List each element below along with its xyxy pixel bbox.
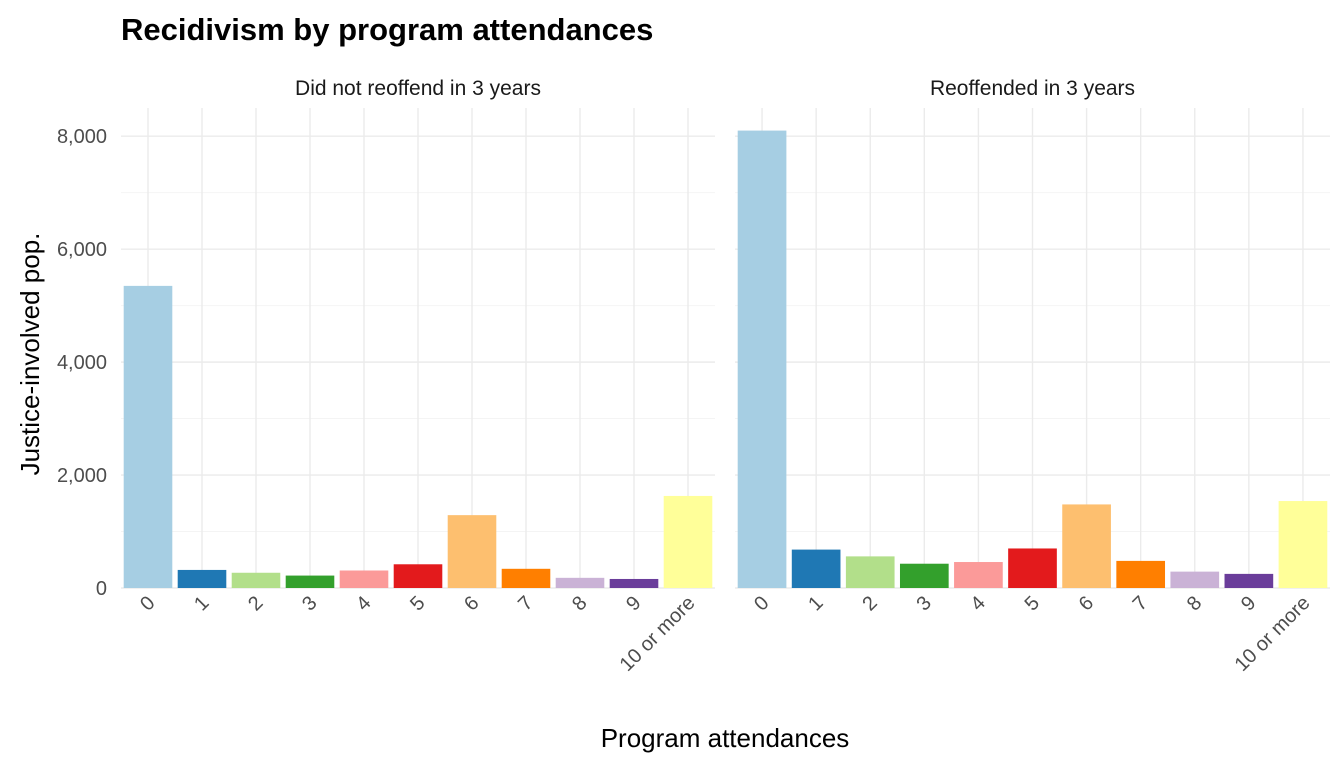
x-tick-label: 9	[622, 592, 645, 615]
x-tick-label: 3	[912, 592, 935, 615]
x-tick-label: 6	[1075, 592, 1098, 615]
bar-1-6	[447, 515, 497, 588]
y-tick-label: 2,000	[57, 465, 107, 487]
x-tick-label: 5	[1021, 592, 1044, 615]
x-tick-label: 8	[1183, 592, 1206, 615]
x-tick-label: 5	[406, 592, 429, 615]
bar-2-5	[1008, 548, 1057, 588]
x-tick-label: 4	[352, 592, 375, 615]
bar-2-8	[1170, 571, 1220, 588]
y-tick-label: 4,000	[57, 352, 107, 374]
bar-2-9	[1224, 573, 1274, 588]
x-tick-label: 2	[244, 592, 267, 615]
chart-title: Recidivism by program attendances	[121, 12, 653, 47]
bar-2-4	[954, 562, 1003, 588]
bar-1-7	[501, 568, 551, 588]
x-tick-label: 6	[460, 592, 483, 615]
bar-1-10-or-more	[663, 495, 713, 588]
x-tick-label: 8	[568, 592, 591, 615]
facet-strip-label: Reoffended in 3 years	[930, 77, 1135, 100]
bar-2-0	[737, 130, 787, 588]
bar-2-3	[899, 563, 949, 588]
bar-1-5	[393, 564, 443, 588]
x-axis-title: Program attendances	[601, 723, 850, 753]
x-tick-label: 7	[514, 592, 537, 615]
y-axis-ticks: 0 2,000 4,000 6,000 8,000	[57, 126, 107, 600]
bar-1-1	[177, 569, 227, 588]
bar-2-7	[1116, 560, 1166, 588]
x-tick-label: 1	[190, 592, 213, 615]
x-tick-label: 3	[298, 592, 321, 615]
y-axis-title: Justice-involved pop.	[15, 233, 45, 476]
x-tick-label: 4	[967, 592, 990, 615]
bar-1-9	[609, 578, 659, 588]
bar-2-1	[791, 549, 841, 588]
bar-1-0	[123, 285, 173, 588]
x-tick-label: 9	[1237, 592, 1260, 615]
bar-2-2	[845, 556, 895, 588]
x-tick-label: 0	[750, 592, 773, 615]
bar-2-6	[1062, 504, 1111, 588]
facet-strip-label: Did not reoffend in 3 years	[295, 77, 541, 100]
y-tick-label: 8,000	[57, 126, 107, 148]
bar-1-4	[339, 570, 389, 588]
x-tick-label: 1	[804, 592, 827, 615]
x-tick-label: 7	[1129, 592, 1152, 615]
x-tick-label: 2	[858, 592, 881, 615]
bar-2-10-or-more	[1278, 501, 1328, 588]
x-tick-label: 0	[136, 592, 159, 615]
y-tick-label: 0	[96, 578, 107, 600]
bar-1-8	[555, 577, 605, 588]
y-tick-label: 6,000	[57, 239, 107, 261]
bar-1-2	[231, 572, 281, 588]
bar-1-3	[285, 575, 335, 588]
